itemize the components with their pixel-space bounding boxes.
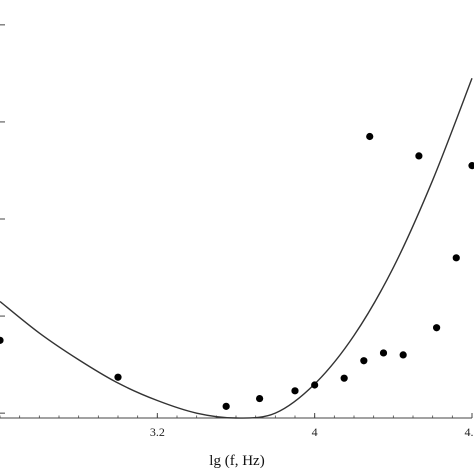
data-point [114,373,122,381]
data-point [468,162,474,170]
x-tick-label: 4.8 [465,425,474,439]
x-tick-label: 3.2 [150,425,165,439]
data-point [379,349,388,357]
data-point [256,394,264,403]
data-points [0,132,474,410]
data-point [340,374,348,382]
data-point [0,336,4,344]
x-tick-label: 4 [312,425,318,439]
ticks: 3.2 4 4.8 [0,24,474,439]
fit-curve [0,77,473,419]
data-point [291,387,299,395]
data-point [399,351,407,359]
data-point [452,254,460,262]
data-point [433,324,441,332]
data-point [415,152,423,160]
data-point [311,381,319,389]
x-axis-title: lg (f, Hz) [209,453,264,469]
data-point [222,402,230,410]
data-point [366,132,374,141]
data-point [360,357,368,365]
